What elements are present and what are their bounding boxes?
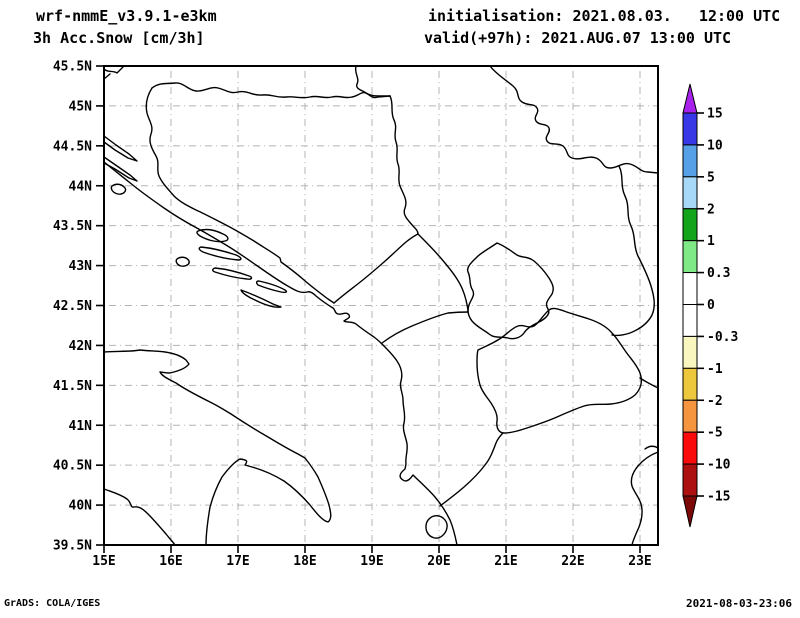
colorbar-label: -5 [707,426,723,441]
colorbar-segment [682,176,698,210]
coastline-italy-adriatic [104,349,332,545]
lon-tick-label: 19E [360,554,383,569]
colorbar-segment [682,112,698,146]
colorbar-label: 0 [707,298,715,313]
colorbar-segment [682,431,698,465]
colorbar-segment [682,367,698,401]
colorbar-segment [682,272,698,306]
border-bosnia-north-sava [151,82,391,99]
colorbar-segment [682,240,698,274]
colorbar-segment [682,144,698,178]
lat-tick-label: 43.5N [53,219,92,234]
border-croatia-serbia [354,66,391,97]
coastline-greece-northwest [630,445,658,545]
colorbar-label: 0.3 [707,266,730,281]
colorbar: 15 10 5 2 1 0.3 0 -0.3 -1 -2 -5 -10 -15 [682,83,738,528]
colorbar-label: 1 [707,234,715,249]
border-drina-bosnia-serbia [389,95,419,235]
islands-dalmatian [104,135,288,308]
colorbar-segment [682,335,698,369]
border-bulgaria-greece [639,377,658,389]
border-kosovo [466,242,554,340]
lat-tick-label: 40N [69,499,93,514]
colorbar-segment [682,399,698,433]
lon-tick-label: 15E [92,554,115,569]
lat-tick-label: 45N [69,99,93,114]
coastline-istria-fragment [104,66,124,80]
border-north-macedonia [476,307,643,434]
border-montenegro-albania [381,311,469,344]
lat-tick-label: 42N [69,339,93,354]
border-danube-serbia-romania [489,66,658,174]
lat-tick-label: 45.5N [53,60,92,75]
lat-tick-label: 41.5N [53,379,92,394]
creation-timestamp: 2021-08-03-23:06 [686,597,792,610]
island-corfu [425,515,448,539]
colorbar-label: 2 [707,202,715,217]
lat-tick-label: 41N [69,419,93,434]
lat-tick-label: 39.5N [53,539,92,554]
model-title: wrf-nmmE_v3.9.1-e3km [36,7,217,25]
lat-tick-label: 44N [69,179,93,194]
colorbar-label: -15 [707,490,730,505]
colorbar-segment [682,208,698,242]
lon-tick-label: 22E [561,554,584,569]
lat-tick-label: 40.5N [53,459,92,474]
lon-tick-label: 23E [628,554,651,569]
colorbar-segment [682,463,698,497]
colorbar-label: -10 [707,458,731,473]
border-montenegro-serbia [417,233,469,313]
colorbar-label: -1 [707,362,723,377]
lat-tick-label: 43N [69,259,93,274]
lat-tick-label: 42.5N [53,299,92,314]
axis-ticks [96,65,641,553]
border-serbia-bulgaria [611,165,655,337]
border-albania-greece [439,432,504,507]
coastline-dalmatia-montenegro-albania [104,161,458,545]
axis-labels: 45.5N 45N 44.5N 44N 43.5N 43N 42.5N 42N 41.5N 41N… [53,60,652,570]
colorbar-label: 15 [707,107,723,122]
lon-tick-label: 18E [293,554,316,569]
colorbar-label: -0.3 [707,330,738,345]
coastline-italy-tyrrhenian [104,488,176,545]
colorbar-label: 5 [707,170,715,185]
colorbar-label: 10 [707,138,723,153]
grads-credit: GrADS: COLA/IGES [4,598,101,609]
colorbar-label: -2 [707,394,723,409]
lon-tick-label: 20E [427,554,450,569]
lon-tick-label: 17E [226,554,249,569]
valid-time-label: valid(+97h): 2021.AUG.07 13:00 UTC [424,29,732,47]
colorbar-arrow-top [682,83,698,114]
map-geography [104,66,658,545]
lat-tick-label: 44.5N [53,139,92,154]
border-bosnia-west [145,87,335,304]
colorbar-segment [682,304,698,337]
colorbar-arrow-bottom [682,495,698,528]
gridlines [104,66,658,545]
init-time-label: initialisation: 2021.08.03. 12:00 UTC [428,7,781,25]
lon-tick-label: 16E [159,554,182,569]
lon-tick-label: 21E [494,554,517,569]
variable-title: 3h Acc.Snow [cm/3h] [33,29,205,47]
border-bosnia-montenegro [333,233,419,304]
